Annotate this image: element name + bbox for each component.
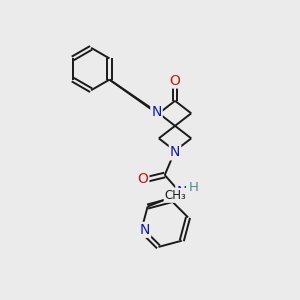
Text: CH₃: CH₃ [165, 189, 186, 202]
Text: N: N [151, 105, 162, 119]
Text: O: O [169, 74, 181, 88]
Text: N: N [176, 185, 187, 199]
Text: H: H [188, 182, 198, 194]
Text: O: O [137, 172, 148, 186]
Text: N: N [140, 223, 150, 237]
Text: N: N [170, 146, 180, 159]
